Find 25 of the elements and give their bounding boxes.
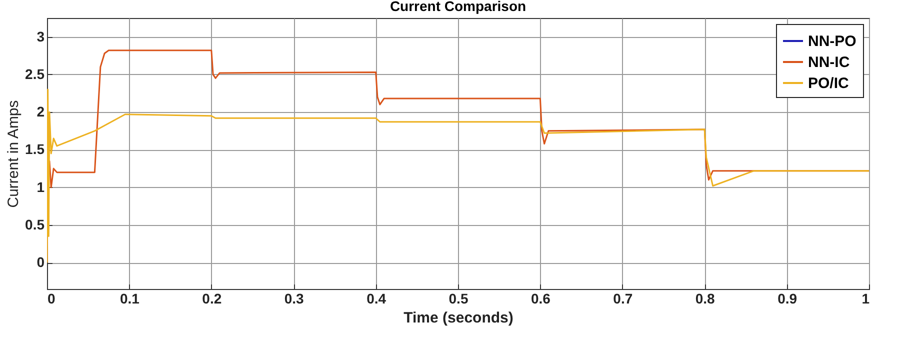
y-axis-title: Current in Amps — [5, 100, 22, 208]
legend-label: PO/IC — [808, 75, 850, 92]
x-tick-label: 0.2 — [202, 290, 222, 306]
x-tick-label: 0.4 — [366, 290, 386, 306]
x-tick-label: 0 — [48, 290, 56, 306]
legend-label: NN-PO — [808, 33, 857, 50]
x-tick-label: 0.5 — [448, 290, 468, 306]
x-tick-label: 0.8 — [695, 290, 716, 306]
y-tick-label: 0.5 — [25, 216, 45, 233]
line-series — [47, 88, 869, 264]
x-tick-label: 0.9 — [778, 290, 798, 306]
y-tick-label: 2 — [36, 104, 45, 120]
y-tick-label: 3 — [36, 28, 45, 44]
x-tick-label: 0.7 — [613, 290, 633, 306]
y-tick-label: 1.5 — [25, 141, 45, 158]
x-tick-label: 0.1 — [120, 290, 140, 306]
legend-label: NN-IC — [808, 54, 850, 71]
chart-title: Current Comparison — [390, 0, 526, 14]
x-tick-label: 0.6 — [530, 290, 551, 306]
y-tick-label: 0 — [36, 254, 45, 270]
x-axis-title: Time (seconds) — [404, 310, 514, 326]
y-tick-label: 2.5 — [25, 66, 45, 82]
x-tick-label: 0.3 — [284, 290, 304, 306]
y-tick-label: 1 — [36, 178, 45, 195]
x-tick-label: 1 — [862, 290, 870, 306]
